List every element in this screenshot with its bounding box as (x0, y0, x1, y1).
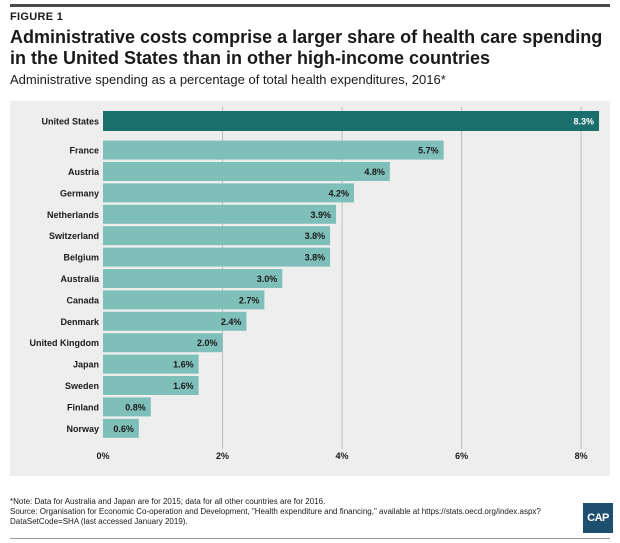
x-tick-label: 0% (96, 451, 109, 461)
bar (103, 162, 390, 181)
value-label: 0.6% (113, 424, 134, 434)
footnotes: *Note: Data for Australia and Japan are … (10, 497, 570, 527)
category-label: Japan (73, 360, 99, 370)
value-label: 1.6% (173, 360, 194, 370)
bar-chart: United States 8.3% France 5.7% Austria 4.8% Ge… (30, 107, 600, 461)
bar (103, 204, 337, 224)
x-tick-label: 6% (455, 451, 468, 461)
bar (103, 226, 331, 246)
value-label: 3.9% (311, 210, 332, 220)
category-label: France (69, 146, 99, 156)
note-text: *Note: Data for Australia and Japan are … (10, 497, 326, 506)
value-label: 3.0% (257, 274, 278, 284)
top-rule (10, 4, 610, 7)
value-label: 3.8% (305, 253, 326, 263)
chart-subtitle: Administrative spending as a percentage … (10, 72, 446, 87)
value-label: 4.2% (328, 188, 349, 198)
value-label: 0.8% (125, 402, 146, 412)
category-label: Finland (67, 402, 99, 412)
bar (103, 140, 444, 160)
x-tick-label: 8% (575, 451, 588, 461)
x-tick-label: 4% (336, 451, 349, 461)
value-label: 3.8% (305, 231, 326, 241)
value-label: 2.4% (221, 317, 242, 327)
bar (103, 354, 199, 374)
bar (103, 290, 265, 310)
category-label: United Kingdom (30, 338, 100, 348)
plot-area: United States 8.3% France 5.7% Austria 4.8% Ge… (10, 101, 610, 476)
category-label: United States (41, 117, 99, 127)
bar (103, 269, 283, 288)
bar (103, 111, 600, 131)
category-label: Sweden (65, 381, 99, 391)
category-label: Denmark (60, 317, 100, 327)
category-label: Belgium (63, 253, 99, 263)
value-label: 1.6% (173, 381, 194, 391)
bar (103, 247, 331, 267)
bar (103, 376, 199, 395)
x-tick-label: 2% (216, 451, 229, 461)
value-label: 8.3% (574, 117, 595, 127)
category-label: Germany (60, 188, 99, 198)
category-label: Canada (66, 295, 100, 305)
value-label: 2.7% (239, 295, 260, 305)
bar (103, 183, 354, 203)
value-label: 2.0% (197, 338, 218, 348)
bar (103, 333, 223, 353)
value-label: 5.7% (418, 146, 439, 156)
category-label: Switzerland (49, 231, 99, 241)
figure-label: FIGURE 1 (10, 11, 64, 23)
value-label: 4.8% (364, 167, 385, 177)
cap-logo: CAP (583, 503, 613, 533)
category-label: Australia (60, 274, 100, 284)
chart-title: Administrative costs comprise a larger s… (10, 27, 603, 68)
bottom-rule (10, 538, 610, 539)
category-label: Netherlands (47, 210, 99, 220)
bar (103, 311, 247, 331)
category-label: Austria (68, 167, 100, 177)
source-text: Source: Organisation for Economic Co-ope… (10, 507, 541, 526)
bar (103, 397, 151, 417)
category-label: Norway (66, 424, 99, 434)
bar (103, 418, 139, 438)
